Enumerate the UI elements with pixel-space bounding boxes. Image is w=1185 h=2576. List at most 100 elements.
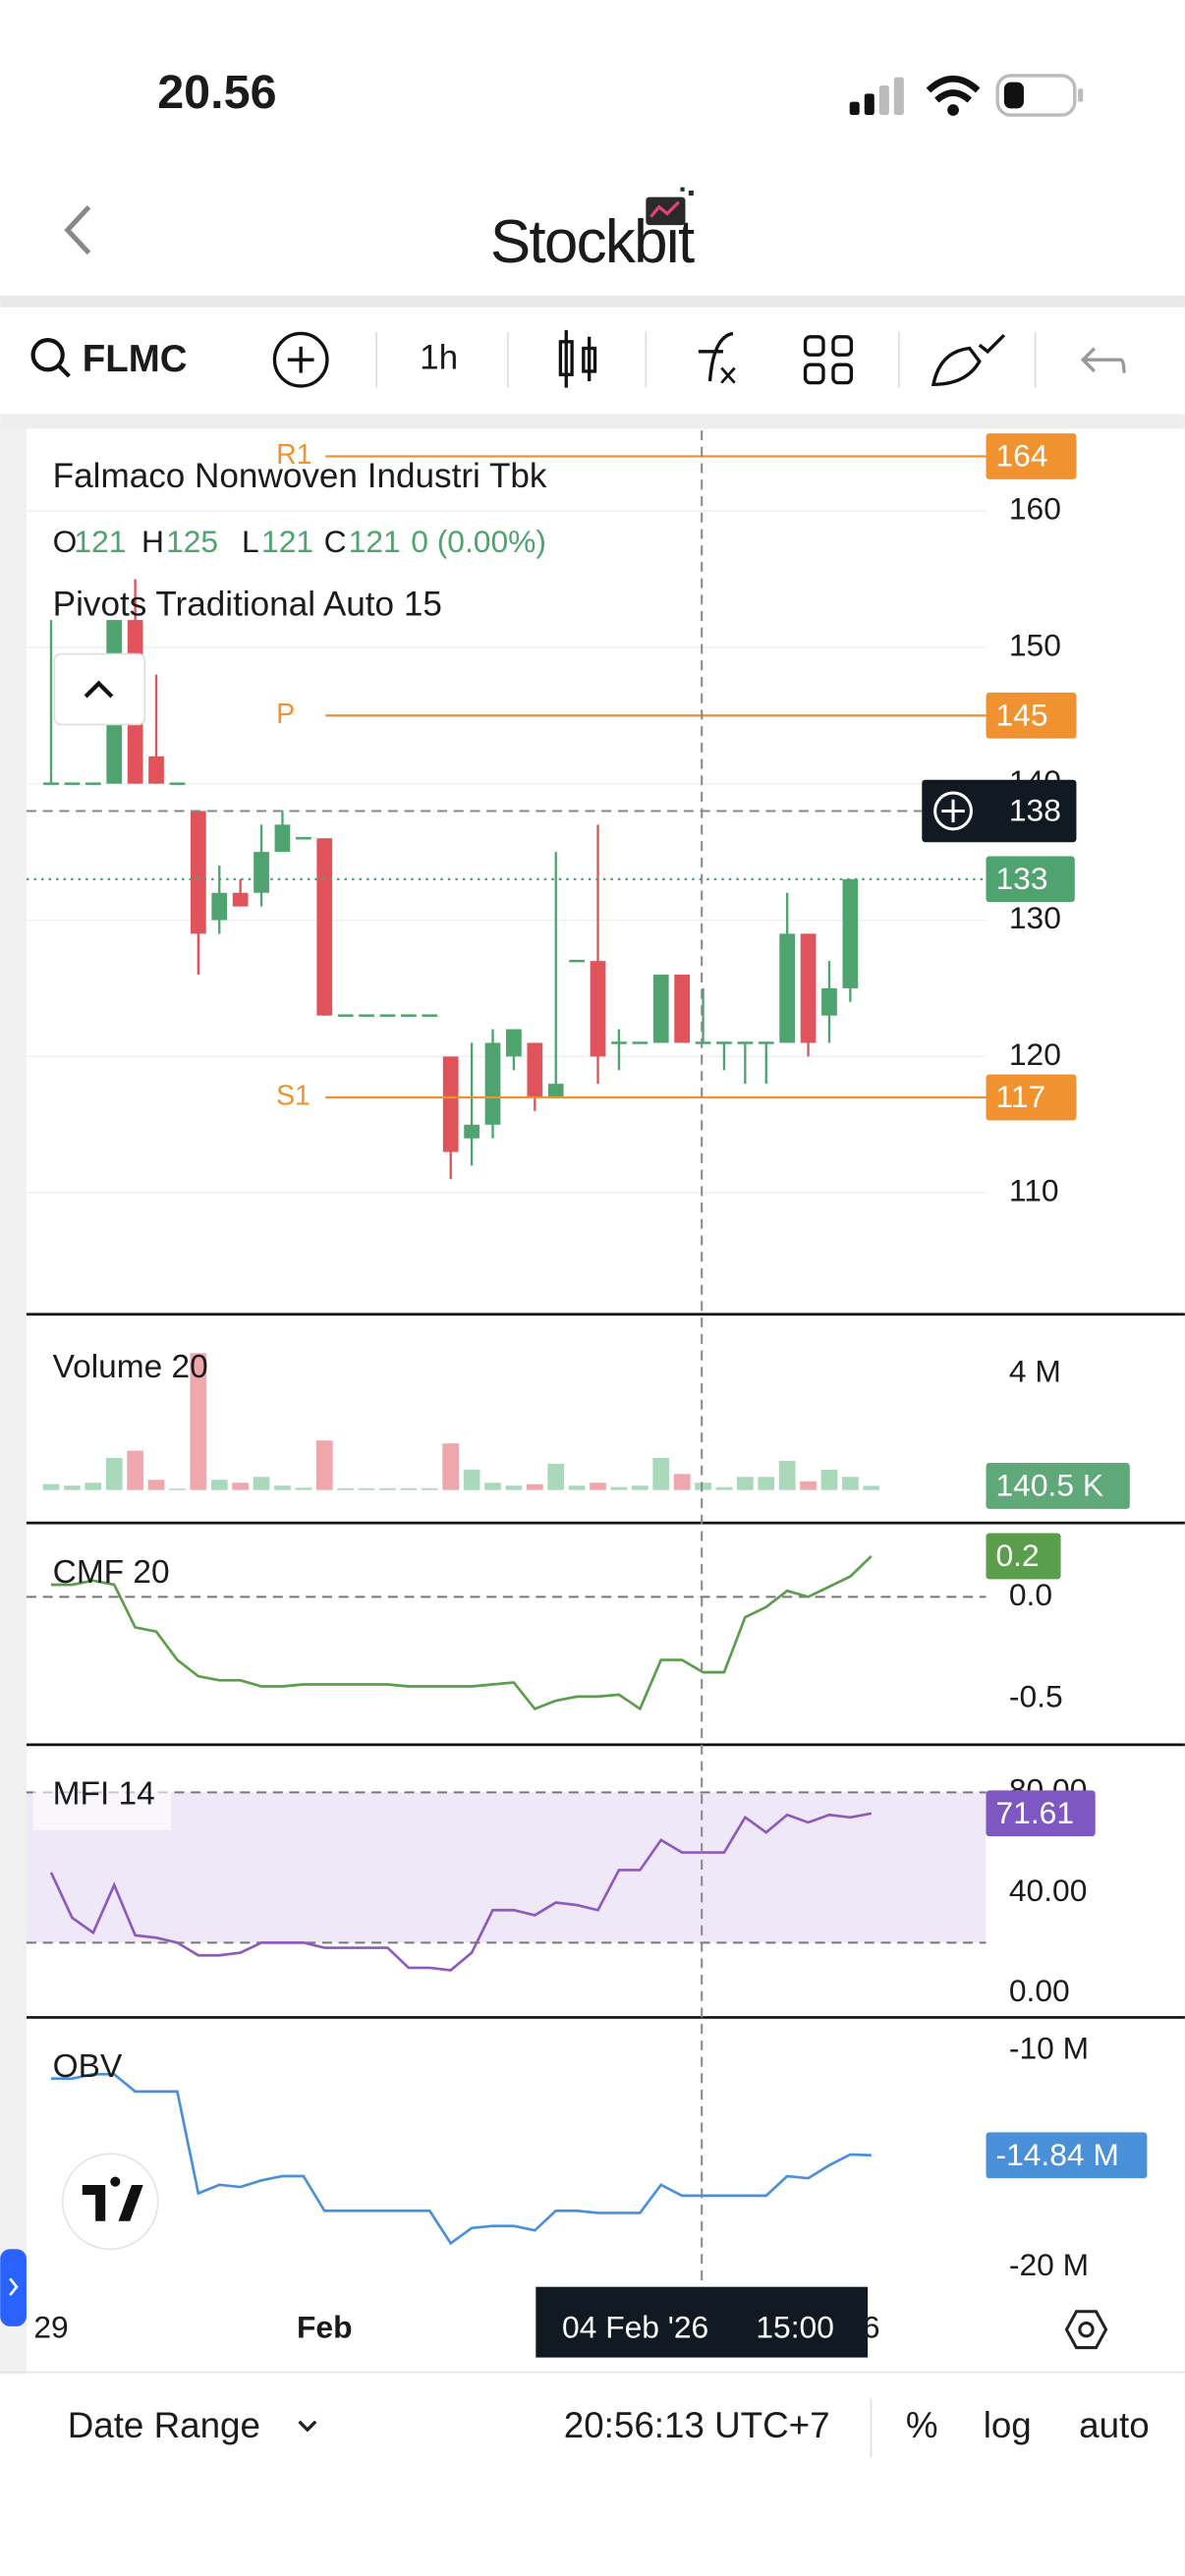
volume-bar: [463, 1469, 480, 1490]
y-tick-label: 110: [1009, 1173, 1059, 1208]
date-range-button[interactable]: Date Range: [68, 2405, 317, 2445]
symbol-search[interactable]: [30, 338, 65, 372]
candle-body: [611, 1041, 627, 1044]
candle-body: [43, 782, 59, 785]
volume-bar: [210, 1480, 228, 1490]
volume-bar: [695, 1483, 711, 1490]
volume-bar: [758, 1477, 775, 1490]
symbol-search[interactable]: [57, 364, 71, 378]
legend-value: L: [242, 524, 259, 559]
candle-body: [64, 782, 81, 785]
date-range-button[interactable]: Date Range: [68, 2405, 260, 2445]
indicators-button[interactable]: [720, 366, 736, 384]
undo-button[interactable]: [1084, 358, 1126, 373]
pivot-value-label: 145: [996, 697, 1048, 732]
left-gutter: [0, 428, 27, 2375]
indicators-button[interactable]: [707, 331, 734, 382]
chart-type-button[interactable]: [558, 330, 597, 388]
date-range-button[interactable]: [298, 2420, 317, 2433]
volume-bar: [379, 1487, 396, 1490]
volume-bar: [85, 1483, 102, 1490]
candle-body: [800, 933, 817, 1043]
volume-bar: [190, 1353, 207, 1490]
candle-body: [527, 1042, 543, 1098]
app-logo-icon: [680, 187, 685, 192]
add-indicator-button[interactable]: [272, 331, 329, 388]
y-tick-label: 160: [1009, 490, 1061, 526]
clock: 20:56:13 UTC+7: [564, 2405, 830, 2445]
candle-body: [674, 975, 690, 1043]
candle-body: [464, 1124, 480, 1139]
volume-bar: [631, 1485, 649, 1490]
add-alert-icon[interactable]: [933, 791, 973, 831]
signal-icon: [849, 77, 904, 116]
pivot-value-label: 164: [996, 438, 1048, 474]
drawing-tools-button[interactable]: [931, 333, 1006, 386]
candle-body: [506, 1029, 522, 1057]
volume-bar: [169, 1488, 186, 1490]
volume-bar: [526, 1484, 543, 1490]
y-tick-label: -0.5: [1009, 1678, 1063, 1713]
drawing-tools-button[interactable]: [931, 346, 982, 386]
layout-button[interactable]: [831, 363, 854, 385]
pane-title: CMF 20: [53, 1554, 170, 1591]
log-toggle[interactable]: log: [984, 2405, 1032, 2445]
y-tick-label: -20 M: [1009, 2247, 1089, 2282]
drawing-tools-button[interactable]: [978, 333, 1006, 355]
y-tick-label: 150: [1009, 627, 1061, 662]
percent-toggle[interactable]: %: [906, 2405, 938, 2445]
pane-title: Volume 20: [53, 1349, 208, 1385]
wifi-icon: [926, 75, 981, 116]
candle-body: [632, 1041, 649, 1044]
volume-bar: [800, 1481, 817, 1490]
y-tick-label: 4 M: [1009, 1353, 1061, 1388]
volume-bar: [590, 1483, 606, 1490]
candle-body: [652, 975, 669, 1043]
last-value-label: 140.5 K: [996, 1468, 1104, 1503]
add-alert-icon[interactable]: [941, 799, 965, 823]
x-tick-label: 29: [33, 2310, 68, 2345]
candle-body: [232, 892, 249, 907]
undo-button[interactable]: [1080, 347, 1097, 373]
battery-icon: [1003, 82, 1024, 109]
settings-icon[interactable]: [1078, 2321, 1095, 2338]
volume-bar: [295, 1487, 312, 1490]
candle-body: [422, 1014, 438, 1017]
interval-button[interactable]: 1h: [420, 338, 458, 376]
auto-toggle[interactable]: auto: [1079, 2405, 1150, 2445]
layout-button[interactable]: [803, 363, 825, 385]
collapse-button[interactable]: [53, 652, 146, 726]
candle-body: [737, 1041, 754, 1044]
side-panel-tab[interactable]: [0, 2249, 27, 2326]
add-indicator-button[interactable]: [272, 331, 329, 388]
symbol-search[interactable]: FLMC: [83, 338, 188, 380]
symbol-search[interactable]: FLMC: [30, 338, 188, 380]
last-value-label-box: [986, 2132, 1148, 2179]
volume-bar: [253, 1477, 270, 1490]
layout-button[interactable]: [803, 335, 825, 357]
volume-bar: [863, 1485, 880, 1490]
layout-button[interactable]: [803, 335, 854, 385]
volume-bar: [610, 1486, 628, 1490]
volume-bar: [315, 1440, 333, 1490]
signal-icon: [864, 93, 875, 116]
candle-body: [442, 1056, 459, 1152]
candle-body: [842, 878, 859, 988]
volume-bar: [42, 1484, 60, 1490]
wifi-icon: [926, 75, 981, 93]
back-button[interactable]: [64, 204, 91, 255]
candle-body: [148, 756, 164, 784]
legend-value: 0 (0.00%): [411, 524, 546, 559]
layout-button[interactable]: [831, 335, 854, 357]
indicators-button[interactable]: [698, 331, 736, 384]
side-panel-tab[interactable]: [9, 2277, 19, 2296]
undo-button[interactable]: [1080, 347, 1126, 373]
volume-bar: [484, 1483, 501, 1490]
volume-bar: [274, 1485, 291, 1490]
signal-icon: [893, 77, 904, 116]
volume-bar: [778, 1460, 796, 1490]
settings-icon[interactable]: [1064, 2310, 1108, 2350]
collapse-button[interactable]: [84, 680, 114, 699]
chart-title: Falmaco Nonwoven Industri Tbk: [53, 457, 547, 495]
